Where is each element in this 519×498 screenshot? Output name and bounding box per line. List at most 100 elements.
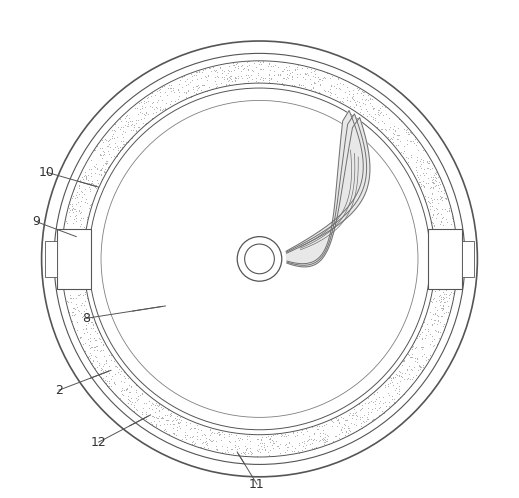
Point (440, 290, 448, 298)
Point (234, 434, 242, 442)
Point (130, 407, 139, 415)
Point (361, 101, 369, 109)
Point (438, 280, 446, 288)
Point (90, 146, 98, 154)
Point (230, 66, 238, 74)
Point (283, 73, 291, 81)
Point (110, 126, 118, 134)
Point (417, 182, 425, 190)
Point (394, 141, 403, 149)
Point (428, 321, 436, 329)
Point (433, 306, 442, 314)
Point (81, 171, 89, 179)
Point (340, 416, 349, 424)
Point (173, 412, 181, 420)
Point (288, 81, 296, 89)
Point (416, 178, 425, 186)
Point (412, 166, 420, 174)
Point (199, 66, 207, 74)
Point (133, 110, 142, 118)
Point (315, 77, 323, 85)
Point (375, 393, 383, 401)
Point (93, 164, 101, 172)
Point (233, 445, 241, 453)
Point (428, 320, 436, 328)
Point (430, 221, 438, 229)
Point (265, 71, 273, 79)
Point (127, 394, 135, 402)
Point (428, 190, 436, 198)
Point (434, 173, 442, 181)
Point (325, 93, 333, 101)
Point (97, 364, 105, 372)
Point (83, 218, 91, 226)
Point (450, 278, 458, 286)
Point (389, 374, 398, 381)
Point (193, 428, 201, 436)
Point (438, 304, 446, 312)
Point (336, 79, 345, 87)
Point (90, 169, 99, 177)
Point (234, 72, 242, 80)
Point (186, 78, 194, 86)
Point (349, 429, 358, 437)
Point (220, 433, 228, 441)
Point (156, 85, 164, 93)
Point (360, 418, 368, 426)
Point (351, 408, 360, 416)
Point (198, 88, 207, 96)
Point (321, 74, 330, 82)
Point (210, 66, 218, 74)
Point (428, 198, 436, 206)
Point (439, 272, 447, 280)
Point (295, 449, 303, 457)
Point (227, 445, 236, 453)
Point (243, 432, 251, 440)
Point (443, 315, 452, 323)
Point (84, 319, 92, 327)
Point (114, 123, 122, 131)
Point (120, 368, 128, 376)
Point (282, 440, 291, 448)
Point (411, 133, 419, 141)
Point (436, 301, 444, 309)
Point (291, 432, 299, 440)
Point (78, 188, 86, 196)
Point (265, 59, 274, 67)
Point (171, 414, 180, 422)
Point (82, 309, 90, 317)
Point (81, 195, 90, 203)
Point (432, 177, 441, 185)
Point (231, 63, 239, 71)
Point (397, 148, 405, 156)
Point (408, 375, 416, 383)
Point (157, 413, 166, 421)
Point (288, 75, 296, 83)
Point (170, 429, 179, 437)
Point (244, 66, 252, 74)
Point (424, 355, 432, 363)
Point (89, 343, 98, 351)
Point (147, 103, 156, 111)
Point (200, 65, 209, 73)
Point (87, 156, 95, 164)
Point (433, 211, 442, 219)
Point (222, 82, 230, 90)
Point (120, 374, 129, 382)
Point (237, 449, 245, 457)
Point (288, 68, 296, 76)
Point (439, 305, 447, 313)
Point (329, 437, 337, 445)
Point (140, 110, 148, 118)
Point (305, 432, 313, 440)
Point (376, 104, 385, 112)
Point (424, 197, 432, 205)
Point (158, 97, 167, 105)
Point (93, 346, 102, 354)
Point (136, 115, 145, 123)
Point (204, 71, 212, 79)
Point (367, 405, 376, 413)
Point (447, 255, 456, 263)
Point (446, 290, 454, 298)
Point (442, 293, 450, 301)
